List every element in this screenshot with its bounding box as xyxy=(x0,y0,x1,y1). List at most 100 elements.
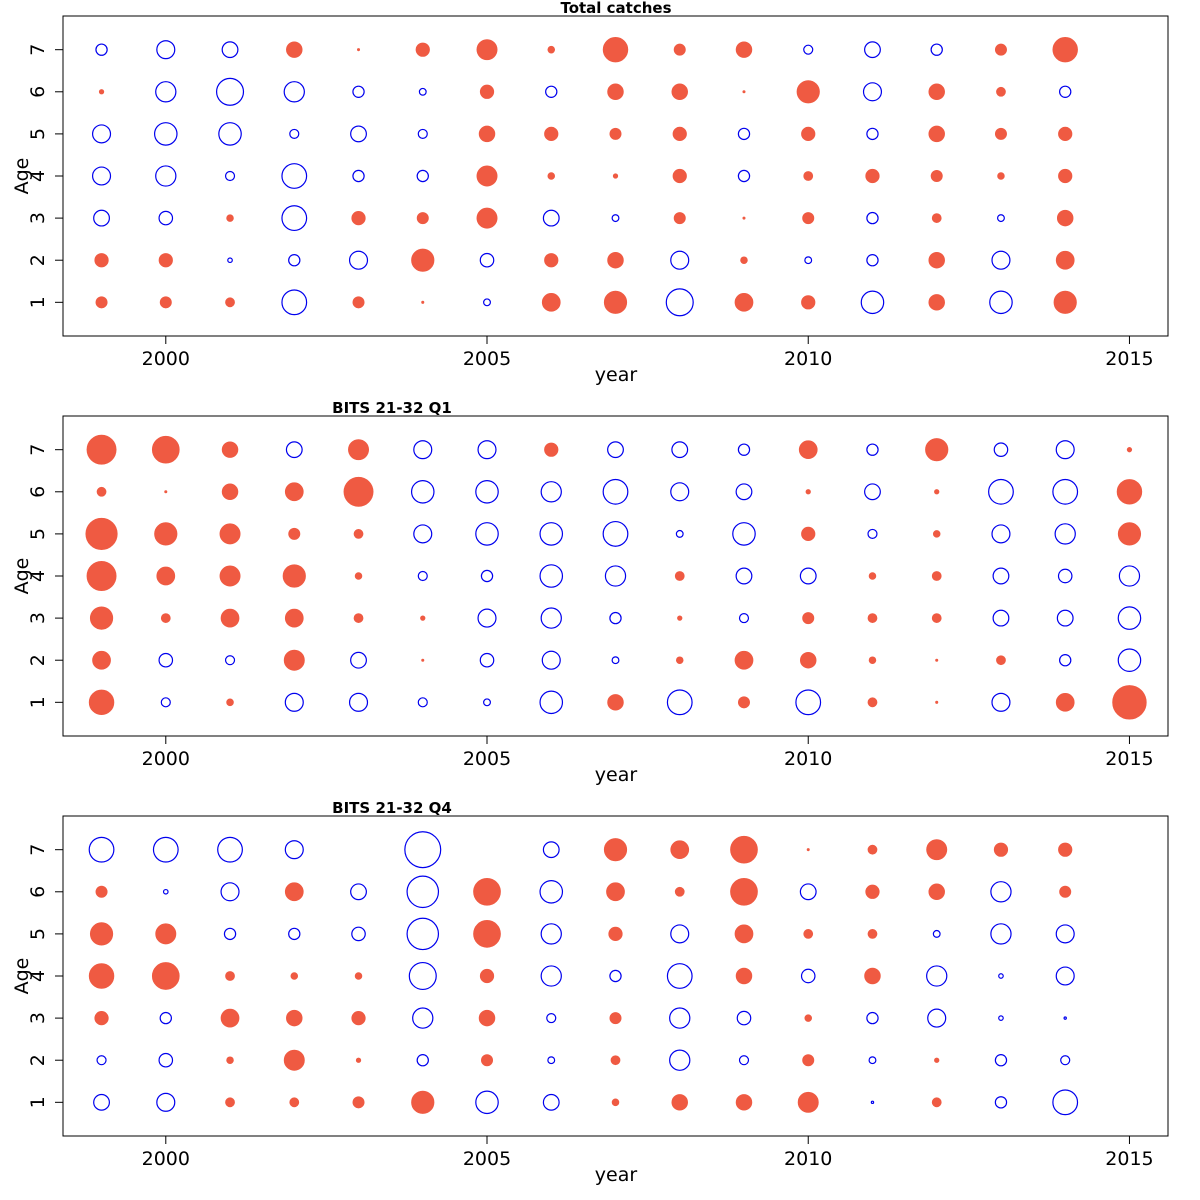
panel-2: BITS 21-32 Q1 2000 2005 2010 2015 1 2 3 4 5 6 7 year… xyxy=(11,399,1169,786)
bubble-2003-age-1 xyxy=(348,692,369,712)
bubble-2007-age-7 xyxy=(603,838,628,862)
bubble-2002-age-4 xyxy=(282,564,306,588)
bubble-2001-age-4 xyxy=(225,971,235,981)
bubble-2013-age-2 xyxy=(996,655,1006,666)
bubble-2000-age-3 xyxy=(160,613,171,623)
y-tick-label: 2 xyxy=(27,1054,49,1066)
bubble-2000-age-6 xyxy=(162,888,169,895)
bubble-2009-age-4 xyxy=(735,967,753,985)
bubble-2011-age-4 xyxy=(865,168,880,184)
bubble-2007-age-4 xyxy=(604,565,627,587)
bubble-2005-age-4 xyxy=(476,165,498,187)
bubble-2000-age-4 xyxy=(156,566,176,586)
bubble-2004-age-3 xyxy=(416,212,429,225)
bubble-2009-age-2 xyxy=(734,650,754,670)
bubble-2010-age-6 xyxy=(796,80,820,104)
bubble-2003-age-1 xyxy=(352,1096,365,1109)
y-tick-label: 3 xyxy=(27,212,49,224)
bubble-2013-age-2 xyxy=(991,250,1011,270)
bubble-2009-age-6 xyxy=(742,90,746,94)
bubble-2000-age-7 xyxy=(152,836,179,863)
bubble-2013-age-7 xyxy=(994,43,1007,56)
bubble-2003-age-2 xyxy=(350,651,367,669)
bubble-2010-age-1 xyxy=(795,689,822,716)
bubble-2004-age-4 xyxy=(408,961,437,991)
bubble-2014-age-6 xyxy=(1059,885,1072,898)
bubble-2013-age-3 xyxy=(997,214,1005,223)
bubble-2009-age-7 xyxy=(735,41,753,58)
bubble-2006-age-4 xyxy=(547,172,556,180)
bubble-2001-age-1 xyxy=(225,1097,235,1108)
x-axis-label: year xyxy=(595,364,638,386)
bubble-2002-age-2 xyxy=(283,649,305,671)
bubble-2010-age-2 xyxy=(799,651,817,669)
bubble-2010-age-1 xyxy=(801,295,816,310)
bubble-2007-age-6 xyxy=(602,478,629,505)
bubble-2003-age-1 xyxy=(352,296,365,309)
bubble-2001-age-4 xyxy=(224,170,236,182)
bubble-2005-age-2 xyxy=(481,1054,494,1067)
bubble-2012-age-6 xyxy=(934,489,940,495)
x-tick-label: 2015 xyxy=(1105,348,1153,370)
bubble-2004-age-6 xyxy=(418,87,427,96)
bubble-2014-age-4 xyxy=(1058,168,1073,184)
bubble-2002-age-3 xyxy=(286,1009,303,1027)
bubble-2002-age-7 xyxy=(284,840,304,860)
y-tick-label: 4 xyxy=(27,970,49,982)
bubble-2002-age-4 xyxy=(281,163,308,189)
bubble-2010-age-7 xyxy=(803,44,814,55)
bubble-2013-age-1 xyxy=(991,692,1011,712)
bubble-2012-age-6 xyxy=(928,883,945,901)
bubble-2006-age-5 xyxy=(540,923,562,945)
bubble-2002-age-1 xyxy=(284,692,304,712)
bubble-1999-age-2 xyxy=(96,1055,107,1066)
bubble-1999-age-7 xyxy=(86,434,117,465)
bubble-2007-age-2 xyxy=(607,251,624,269)
bubble-2009-age-2 xyxy=(738,1055,750,1066)
bubble-2009-age-3 xyxy=(736,1010,752,1026)
bubble-2006-age-3 xyxy=(542,209,560,227)
bubble-2004-age-3 xyxy=(420,615,426,621)
bubble-2014-age-4 xyxy=(1055,966,1075,986)
bubble-1999-age-4 xyxy=(91,166,112,186)
bubble-2002-age-5 xyxy=(289,128,300,139)
bubble-2013-age-7 xyxy=(993,842,1009,857)
bubble-2012-age-3 xyxy=(931,613,942,623)
bubble-2004-age-5 xyxy=(406,917,440,951)
bubble-2008-age-5 xyxy=(670,924,690,944)
x-tick-label: 2010 xyxy=(784,1148,832,1170)
bubble-2004-age-7 xyxy=(413,440,433,460)
bubble-2003-age-6 xyxy=(343,476,374,507)
bubble-2013-age-6 xyxy=(990,881,1012,903)
bubble-2011-age-7 xyxy=(866,443,879,456)
bubble-1999-age-5 xyxy=(89,922,114,946)
bubble-2005-age-1 xyxy=(483,698,491,707)
bubble-2001-age-3 xyxy=(226,214,234,222)
bubble-2006-age-7 xyxy=(544,442,559,457)
bubble-2000-age-6 xyxy=(164,490,168,494)
bubble-2001-age-4 xyxy=(219,565,241,587)
bubble-2012-age-3 xyxy=(927,1008,947,1028)
bubble-2007-age-1 xyxy=(603,290,628,314)
bubble-2010-age-1 xyxy=(797,1091,819,1113)
bubble-2013-age-7 xyxy=(993,442,1009,458)
bubble-2009-age-4 xyxy=(737,169,751,183)
bubble-2007-age-3 xyxy=(609,611,622,625)
bubble-2011-age-6 xyxy=(864,483,881,501)
bubble-2014-age-1 xyxy=(1055,692,1075,712)
bubble-2001-age-3 xyxy=(220,608,240,628)
bubble-2015-age-5 xyxy=(1117,522,1142,546)
bubble-2001-age-6 xyxy=(221,483,239,501)
bubble-2002-age-7 xyxy=(285,441,303,459)
bubble-2005-age-4 xyxy=(479,968,495,984)
bubble-2013-age-1 xyxy=(989,290,1013,315)
bubble-2003-age-2 xyxy=(355,1057,362,1063)
bubble-2005-age-5 xyxy=(475,522,499,546)
bubble-2004-age-5 xyxy=(417,128,428,139)
bubble-2004-age-2 xyxy=(411,248,435,272)
bubble-2005-age-6 xyxy=(475,479,499,504)
bubble-2002-age-5 xyxy=(288,527,301,540)
bubble-2008-age-6 xyxy=(670,482,690,502)
bubble-2010-age-6 xyxy=(799,883,817,901)
